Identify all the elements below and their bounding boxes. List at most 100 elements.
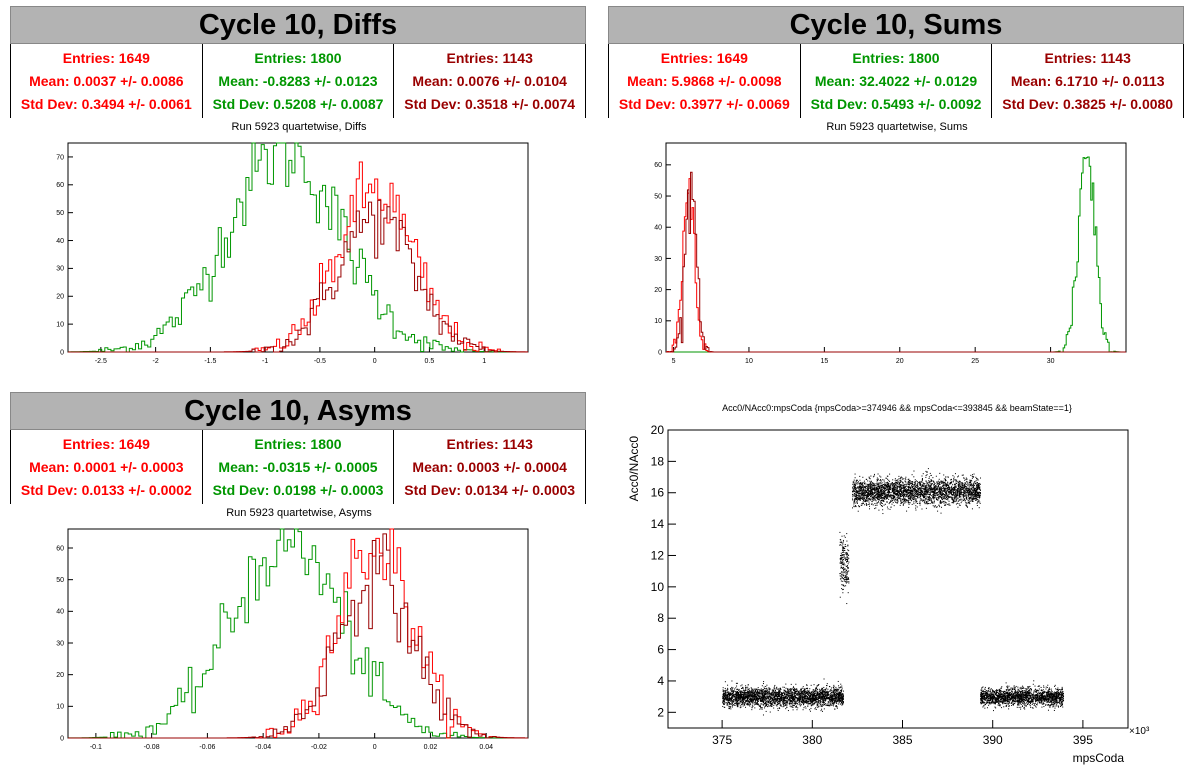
scatter-point bbox=[928, 477, 930, 479]
scatter-point bbox=[748, 691, 750, 693]
scatter-point bbox=[795, 697, 797, 699]
scatter-point bbox=[731, 698, 733, 700]
scatter-point bbox=[974, 485, 976, 487]
scatter-point bbox=[901, 487, 903, 489]
scatter-point bbox=[743, 698, 745, 700]
scatter-point bbox=[830, 704, 832, 706]
scatter-point bbox=[943, 504, 945, 506]
scatter-point bbox=[764, 703, 766, 705]
scatter-point bbox=[840, 703, 842, 705]
scatter-point bbox=[823, 690, 825, 692]
scatter-point bbox=[827, 691, 829, 693]
scatter-point bbox=[738, 698, 740, 700]
scatter-point bbox=[798, 690, 800, 692]
scatter-point bbox=[847, 592, 849, 594]
scatter-point bbox=[883, 493, 885, 495]
scatter-point bbox=[837, 703, 839, 705]
scatter-point bbox=[790, 689, 792, 691]
scatter-point bbox=[812, 697, 814, 699]
scatter-point bbox=[827, 705, 829, 707]
scatter-point bbox=[832, 691, 834, 693]
scatter-point bbox=[780, 699, 782, 701]
scatter-point bbox=[815, 687, 817, 689]
scatter-point bbox=[908, 484, 910, 486]
scatter-point bbox=[810, 707, 812, 709]
scatter-point bbox=[730, 693, 732, 695]
scatter-point bbox=[775, 691, 777, 693]
scatter-point bbox=[783, 689, 785, 691]
scatter-point bbox=[821, 692, 823, 694]
scatter-point bbox=[953, 479, 955, 481]
scatter-point bbox=[976, 502, 978, 504]
scatter-point bbox=[825, 697, 827, 699]
scatter-point bbox=[737, 700, 739, 702]
scatter-point bbox=[783, 697, 785, 699]
scatter-point bbox=[784, 689, 786, 691]
scatter-point bbox=[778, 698, 780, 700]
scatter-point bbox=[966, 486, 968, 488]
scatter-point bbox=[835, 700, 837, 702]
scatter-point bbox=[824, 696, 826, 698]
scatter-point bbox=[872, 504, 874, 506]
scatter-point bbox=[754, 695, 756, 697]
scatter-point bbox=[837, 695, 839, 697]
scatter-point bbox=[916, 480, 918, 482]
scatter-point bbox=[826, 696, 828, 698]
scatter-point bbox=[949, 490, 951, 492]
scatter-point bbox=[820, 689, 822, 691]
scatter-point bbox=[750, 703, 752, 705]
scatter-point bbox=[877, 492, 879, 494]
scatter-point bbox=[723, 694, 725, 696]
scatter-point bbox=[736, 706, 738, 708]
scatter-point bbox=[928, 476, 930, 478]
scatter-point bbox=[791, 702, 793, 704]
scatter-point bbox=[761, 692, 763, 694]
scatter-point bbox=[807, 697, 809, 699]
scatter-point bbox=[863, 497, 865, 499]
scatter-point bbox=[732, 690, 734, 692]
scatter-point bbox=[854, 492, 856, 494]
scatter-point bbox=[952, 500, 954, 502]
scatter-point bbox=[924, 483, 926, 485]
scatter-point bbox=[979, 489, 981, 491]
scatter-point bbox=[726, 696, 728, 698]
scatter-point bbox=[904, 495, 906, 497]
y-tick-label: 14 bbox=[651, 517, 665, 531]
scatter-point bbox=[778, 703, 780, 705]
scatter-point bbox=[925, 476, 927, 478]
scatter-point bbox=[814, 695, 816, 697]
scatter-point bbox=[774, 702, 776, 704]
scatter-point bbox=[733, 704, 735, 706]
scatter-point bbox=[842, 585, 844, 587]
scatter-point bbox=[953, 493, 955, 495]
scatter-point bbox=[806, 700, 808, 702]
scatter-point bbox=[838, 685, 840, 687]
scatter-point bbox=[894, 494, 896, 496]
scatter-point bbox=[781, 692, 783, 694]
y-tick-label: 8 bbox=[657, 611, 664, 625]
scatter-point bbox=[853, 479, 855, 481]
scatter-point bbox=[955, 479, 957, 481]
scatter-point bbox=[821, 705, 823, 707]
scatter-point bbox=[837, 694, 839, 696]
scatter-point bbox=[807, 702, 809, 704]
scatter-point bbox=[774, 693, 776, 695]
scatter-point bbox=[764, 691, 766, 693]
scatter-point bbox=[972, 498, 974, 500]
scatter-point bbox=[859, 499, 861, 501]
scatter-point bbox=[802, 700, 804, 702]
scatter-point bbox=[727, 699, 729, 701]
scatter-point bbox=[800, 694, 802, 696]
scatter-point bbox=[976, 491, 978, 493]
scatter-point bbox=[892, 500, 894, 502]
scatter-point bbox=[836, 697, 838, 699]
scatter-point bbox=[761, 694, 763, 696]
scatter-point bbox=[941, 491, 943, 493]
scatter-point bbox=[928, 480, 930, 482]
scatter-point bbox=[791, 692, 793, 694]
scatter-point bbox=[815, 696, 817, 698]
scatter-point bbox=[865, 502, 867, 504]
scatter-point bbox=[921, 508, 923, 510]
scatter-point bbox=[741, 702, 743, 704]
scatter-point bbox=[758, 690, 760, 692]
